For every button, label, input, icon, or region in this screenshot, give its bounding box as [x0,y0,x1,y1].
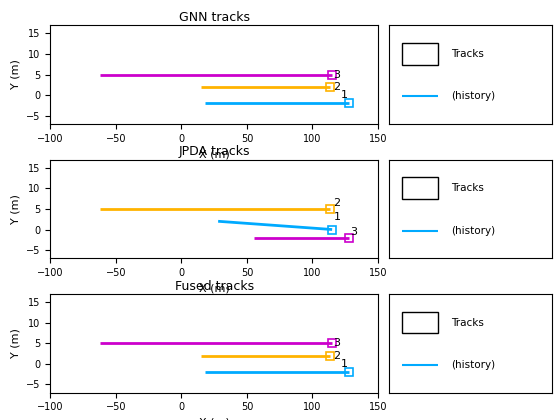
Text: 1: 1 [341,90,348,100]
Text: 2: 2 [333,351,340,361]
Y-axis label: Y (m): Y (m) [11,60,21,89]
Text: 3: 3 [333,70,340,79]
Bar [402,177,438,199]
Bar [402,43,438,65]
Text: (history): (history) [451,226,495,236]
Bar [402,312,438,333]
Text: Tracks: Tracks [451,49,484,59]
Text: 1: 1 [341,359,348,369]
Title: Fused tracks: Fused tracks [175,280,254,293]
Text: Tracks: Tracks [451,183,484,193]
Y-axis label: Y (m): Y (m) [11,194,21,224]
Title: JPDA tracks: JPDA tracks [179,145,250,158]
Text: 3: 3 [351,226,357,236]
Text: 1: 1 [333,212,340,222]
Text: (history): (history) [451,91,495,101]
Text: 2: 2 [333,82,340,92]
Text: (history): (history) [451,360,495,370]
X-axis label: X (m): X (m) [199,149,230,159]
Title: GNN tracks: GNN tracks [179,11,250,24]
X-axis label: X (m): X (m) [199,284,230,294]
X-axis label: X (m): X (m) [199,418,230,420]
Y-axis label: Y (m): Y (m) [11,328,21,358]
Text: Tracks: Tracks [451,318,484,328]
Text: 3: 3 [333,339,340,348]
Text: 2: 2 [333,198,340,208]
